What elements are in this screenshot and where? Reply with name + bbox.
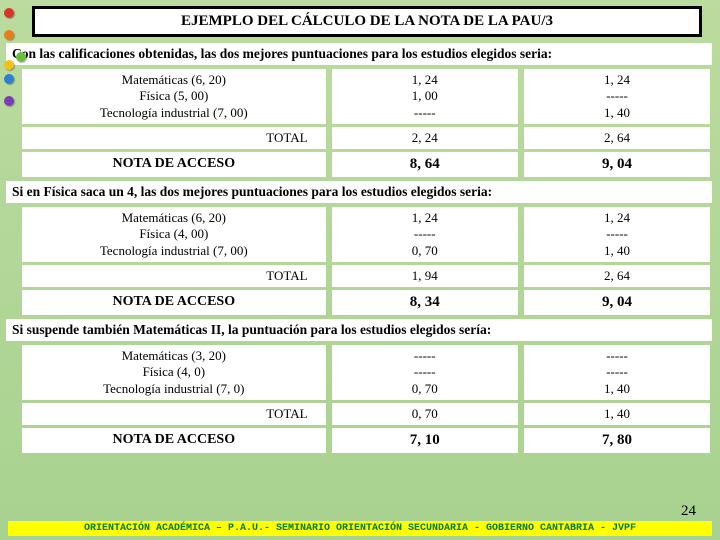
- total-label: TOTAL: [22, 127, 326, 149]
- scores-col-b: ----- ----- 1, 40: [524, 345, 710, 400]
- nota-label: NOTA DE ACCESO: [22, 428, 326, 453]
- total-b: 1, 40: [524, 403, 710, 425]
- nota-label: NOTA DE ACCESO: [22, 152, 326, 177]
- bullet-dot: [16, 52, 26, 62]
- nota-a: 8, 64: [332, 152, 518, 177]
- calc-block-3: Matemáticas (3, 20) Física (4, 0) Tecnol…: [22, 345, 712, 453]
- bullet-dot: [4, 8, 14, 18]
- section-heading-1: Con las calificaciones obtenidas, las do…: [6, 43, 712, 65]
- subjects-cell: Matemáticas (3, 20) Física (4, 0) Tecnol…: [22, 345, 326, 400]
- nota-a: 8, 34: [332, 290, 518, 315]
- scores-col-a: ----- ----- 0, 70: [332, 345, 518, 400]
- bullet-dot: [4, 74, 14, 84]
- total-label: TOTAL: [22, 265, 326, 287]
- calc-block-2: Matemáticas (6, 20) Física (4, 00) Tecno…: [22, 207, 712, 315]
- scores-col-b: 1, 24 ----- 1, 40: [524, 69, 710, 124]
- bullet-dot: [4, 60, 14, 70]
- subjects-cell: Matemáticas (6, 20) Física (4, 00) Tecno…: [22, 207, 326, 262]
- section-heading-3: Si suspende también Matemáticas II, la p…: [6, 319, 712, 341]
- nota-b: 7, 80: [524, 428, 710, 453]
- calc-block-1: Matemáticas (6, 20) Física (5, 00) Tecno…: [22, 69, 712, 177]
- scores-col-b: 1, 24 ----- 1, 40: [524, 207, 710, 262]
- nota-a: 7, 10: [332, 428, 518, 453]
- page-number: 24: [681, 503, 696, 520]
- bullet-dot: [4, 96, 14, 106]
- total-b: 2, 64: [524, 127, 710, 149]
- subjects-cell: Matemáticas (6, 20) Física (5, 00) Tecno…: [22, 69, 326, 124]
- footer-bar: ORIENTACIÓN ACADÉMICA – P.A.U.- SEMINARI…: [8, 521, 712, 536]
- total-a: 1, 94: [332, 265, 518, 287]
- nota-b: 9, 04: [524, 152, 710, 177]
- nota-b: 9, 04: [524, 290, 710, 315]
- page-title: EJEMPLO DEL CÁLCULO DE LA NOTA DE LA PAU…: [32, 6, 702, 37]
- bullet-dot: [4, 30, 14, 40]
- total-b: 2, 64: [524, 265, 710, 287]
- nota-label: NOTA DE ACCESO: [22, 290, 326, 315]
- section-heading-2: Si en Física saca un 4, las dos mejores …: [6, 181, 712, 203]
- total-a: 0, 70: [332, 403, 518, 425]
- total-label: TOTAL: [22, 403, 326, 425]
- total-a: 2, 24: [332, 127, 518, 149]
- decorative-bullets: [4, 8, 28, 106]
- scores-col-a: 1, 24 1, 00 -----: [332, 69, 518, 124]
- scores-col-a: 1, 24 ----- 0, 70: [332, 207, 518, 262]
